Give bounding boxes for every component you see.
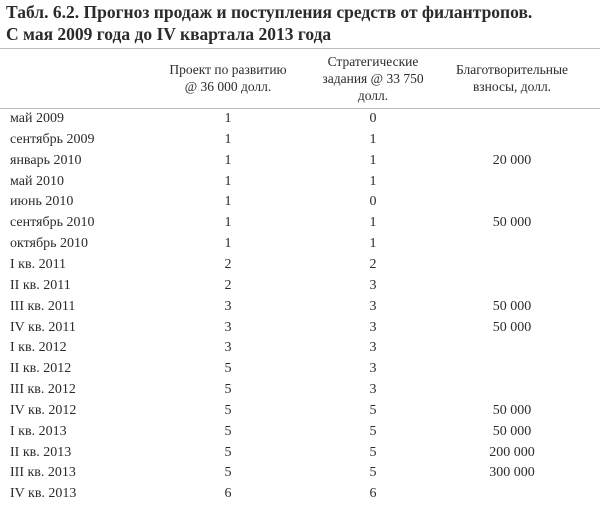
cell: 1	[224, 152, 232, 168]
title: Табл. 6.2. Прогноз продаж и поступления …	[6, 2, 533, 22]
row-label: сентябрь 2009	[10, 131, 95, 147]
cell: 5	[224, 465, 232, 481]
row-label: январь 2010	[10, 152, 82, 168]
title: С мая 2009 года до IV квартала 2013 года	[6, 24, 332, 44]
cell: 3	[369, 319, 377, 335]
cell: 1	[369, 215, 377, 231]
column-header: Проект по развитию @ 36 000 долл.	[143, 52, 313, 104]
cell: 1	[369, 236, 377, 252]
cell: 1	[224, 194, 232, 210]
cell: 3	[369, 340, 377, 356]
row-label: май 2009	[10, 111, 64, 126]
row-label: IV кв. 2012	[10, 402, 77, 418]
column-header: Стратегические задания @ 33 750 долл.	[303, 52, 443, 104]
row-label: I кв. 2013	[10, 423, 67, 439]
cell: 300 000	[489, 465, 535, 481]
cell: 5	[224, 361, 232, 377]
cell: 1	[224, 236, 232, 252]
cell: 2	[224, 256, 232, 272]
header-line: Благотворительные	[455, 62, 569, 77]
cell: 1	[224, 111, 232, 126]
row-label: III кв. 2011	[10, 298, 76, 314]
cell: 50 000	[492, 298, 532, 314]
header-line: @ 36 000 долл.	[184, 79, 272, 94]
header-line: долл.	[357, 87, 389, 103]
cell: 1	[224, 215, 232, 231]
header-line: Проект по развитию	[169, 62, 287, 77]
cell: 50 000	[492, 402, 532, 418]
row-label: IV кв. 2011	[10, 319, 76, 335]
cell: 0	[369, 194, 377, 210]
cell: 50 000	[492, 215, 532, 231]
cell: 3	[369, 277, 377, 293]
row-label: май 2010	[10, 173, 64, 189]
cell: 3	[369, 361, 377, 377]
cell: 5	[369, 402, 377, 418]
row-label: I кв. 2011	[10, 256, 67, 272]
row-label: II кв. 2011	[10, 277, 71, 293]
cell: 0	[369, 111, 377, 126]
header-line: задания @ 33 750	[322, 70, 424, 86]
cell: 3	[369, 298, 377, 314]
row-label: июнь 2010	[10, 194, 74, 210]
cell: 3	[224, 340, 232, 356]
cell: 3	[224, 298, 232, 314]
header-line: взносы, долл.	[472, 79, 552, 94]
row-label: III кв. 2012	[10, 382, 76, 398]
row-label: IV кв. 2013	[10, 486, 77, 502]
cell: 2	[369, 256, 377, 272]
row-label: II кв. 2012	[10, 361, 72, 377]
cell: 20 000	[492, 152, 532, 168]
cell: 2	[224, 277, 232, 293]
column-header: Благотворительные взносы, долл.	[432, 52, 592, 104]
cell: 3	[369, 382, 377, 398]
cell: 1	[369, 173, 377, 189]
row-label: октябрь 2010	[10, 236, 88, 252]
cell: 3	[224, 319, 232, 335]
cell: 1	[224, 173, 232, 189]
header-line: Стратегические	[327, 53, 419, 69]
cell: 6	[224, 486, 232, 502]
rule	[0, 48, 600, 49]
row-label: I кв. 2012	[10, 340, 67, 356]
cell: 50 000	[492, 423, 532, 439]
row-label: сентябрь 2010	[10, 215, 95, 231]
rule	[0, 108, 600, 109]
cell: 6	[369, 486, 377, 502]
cell: 1	[369, 152, 377, 168]
cell: 5	[369, 423, 377, 439]
cell: 200 000	[489, 444, 535, 460]
cell: 5	[369, 465, 377, 481]
row-label: III кв. 2013	[10, 465, 76, 481]
row-label: II кв. 2013	[10, 444, 72, 460]
cell: 1	[369, 131, 377, 147]
cell: 50 000	[492, 319, 532, 335]
cell: 5	[224, 382, 232, 398]
cell: 5	[369, 444, 377, 460]
cell: 5	[224, 444, 232, 460]
cell: 5	[224, 402, 232, 418]
cell: 5	[224, 423, 232, 439]
cell: 1	[224, 131, 232, 147]
